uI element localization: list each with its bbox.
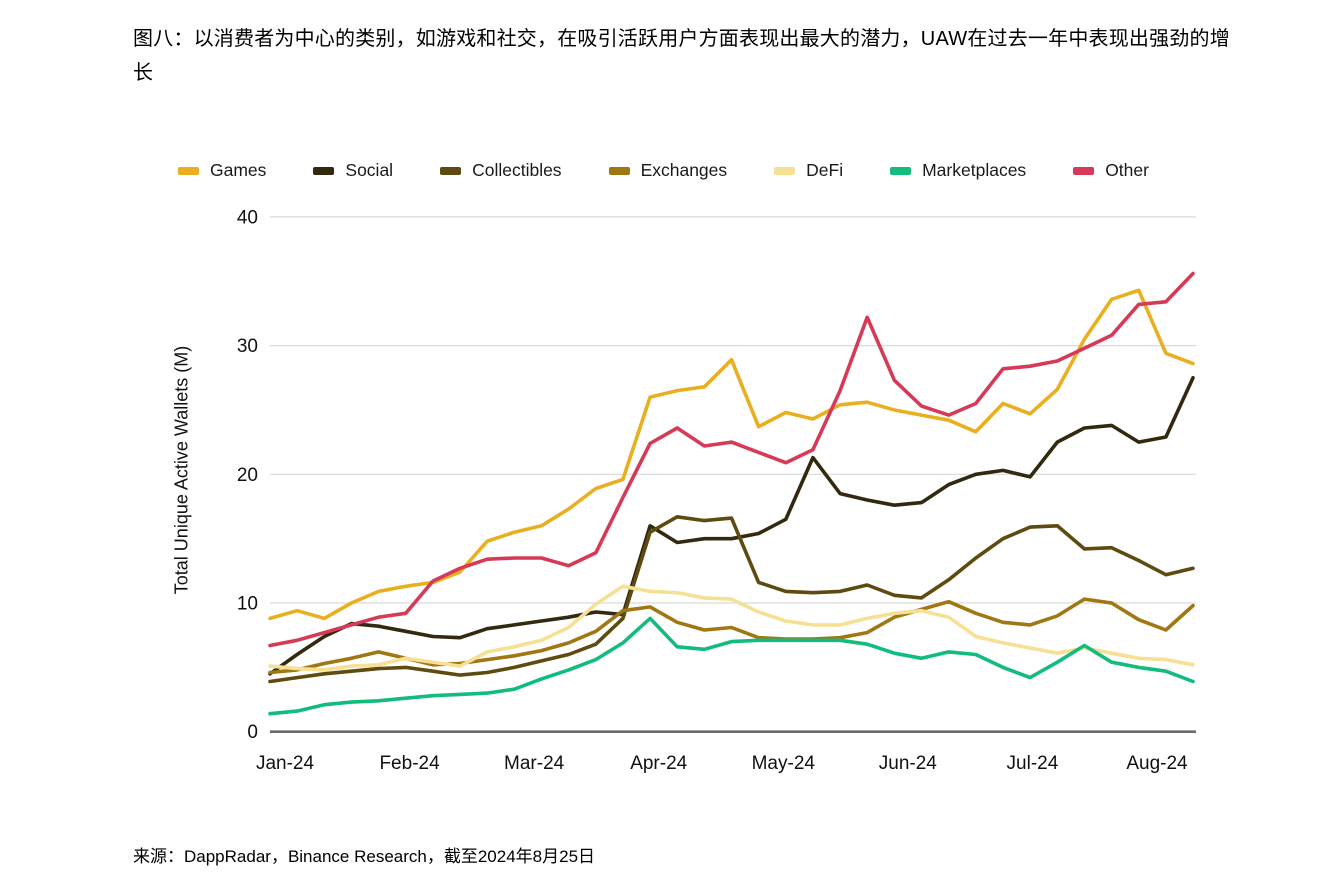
x-tick-label: Mar-24 [504,753,565,774]
y-tick-label: 0 [247,722,258,743]
x-tick-label: Apr-24 [630,753,687,774]
legend-item-defi: DeFi [774,160,843,181]
legend-label-games: Games [210,160,267,180]
legend-item-games: Games [178,160,266,181]
legend-label-defi: DeFi [806,160,844,180]
series-line-defi [268,584,1195,672]
x-tick-label: Jul-24 [1007,753,1059,774]
source-note: 来源：DappRadar，Binance Research，截至2024年8月2… [133,847,596,866]
y-tick-label: 40 [237,207,258,228]
legend-item-marketplaces: Marketplaces [890,160,1026,181]
chart-legend: Games Social Collectibles Exchanges DeFi… [178,160,1149,181]
series-line-games [268,288,1195,621]
legend-item-social: Social [313,160,393,181]
legend-swatch-marketplaces [890,166,912,175]
x-tick-label: Jan-24 [256,753,315,774]
x-tick-label: Aug-24 [1126,753,1188,774]
legend-label-exchanges: Exchanges [640,160,728,180]
y-tick-label: 10 [237,594,258,615]
legend-item-other: Other [1073,160,1149,181]
legend-swatch-defi [774,166,796,175]
series-line-other [268,271,1195,648]
series-line-marketplaces [268,616,1195,716]
legend-item-collectibles: Collectibles [440,160,562,181]
x-tick-label: Feb-24 [379,753,440,774]
y-tick-label: 30 [237,336,258,357]
x-tick-label: Jun-24 [879,753,938,774]
y-tick-label: 20 [237,465,258,486]
legend-label-collectibles: Collectibles [472,160,562,180]
legend-label-other: Other [1105,160,1149,180]
series-line-social [268,375,1195,676]
figure-title: 图八：以消费者为中心的类别，如游戏和社交，在吸引活跃用户方面表现出最大的潜力，U… [133,28,1230,84]
legend-label-social: Social [345,160,394,180]
legend-swatch-games [178,166,199,175]
legend-swatch-other [1073,166,1095,175]
legend-swatch-exchanges [608,166,630,175]
legend-label-marketplaces: Marketplaces [922,160,1027,180]
legend-swatch-social [313,166,335,175]
legend-swatch-collectibles [440,166,462,175]
series-line-collectibles [268,514,1195,684]
legend-item-exchanges: Exchanges [608,160,728,181]
x-tick-label: May-24 [752,753,816,774]
